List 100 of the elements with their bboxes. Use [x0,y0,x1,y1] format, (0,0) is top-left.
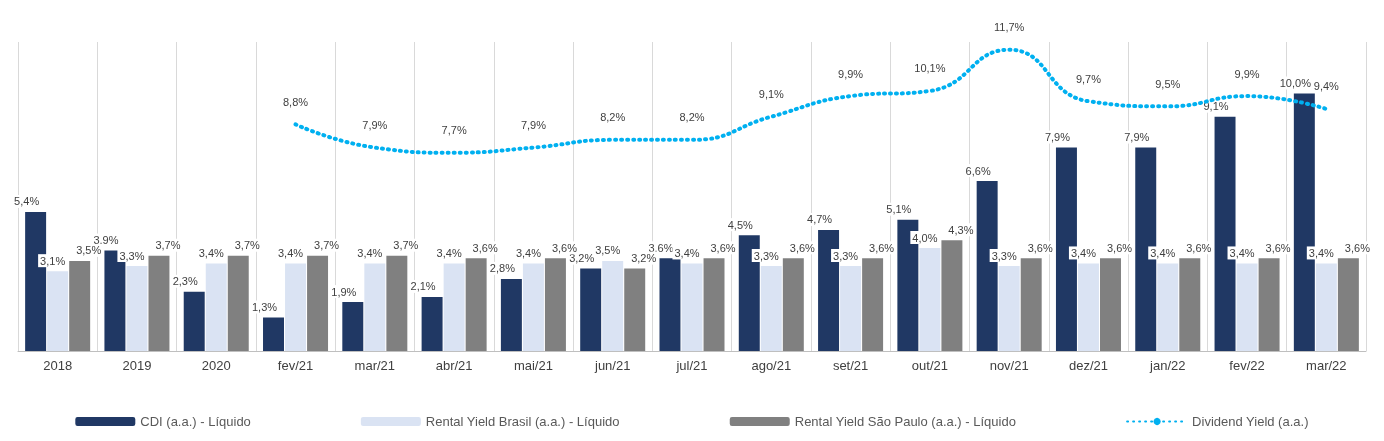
data-label: 3,4% [198,246,224,259]
x-tick-label: fev/22 [1229,358,1265,373]
bar [500,278,522,351]
data-label: 8,8% [282,95,309,108]
data-label: 11,7% [993,21,1025,34]
bar [998,266,1020,351]
legend-label: Dividend Yield (a.a.) [1192,414,1309,429]
bar [1157,263,1179,351]
x-tick-label: 2020 [201,358,231,373]
data-label: 3,6% [1344,241,1371,254]
data-label: 8,2% [679,111,705,124]
bar [307,255,329,351]
data-label: 3,9% [93,234,119,247]
x-tick-label: 2018 [43,358,73,373]
bar [580,268,602,351]
x-tick-label: set/21 [832,358,869,373]
data-label: 3,4% [436,246,462,259]
bar [1315,263,1337,351]
x-tick-label: abr/21 [435,358,473,373]
x-tick-label: jan/22 [1149,358,1186,373]
bar [465,258,487,351]
data-label: 3,4% [1308,246,1335,259]
data-label: 9,5% [1155,77,1181,90]
bar [1100,258,1121,351]
bar [602,260,624,351]
data-label: 3,7% [314,239,340,252]
data-label: 4,3% [948,223,974,236]
data-label: 7,9% [1124,131,1150,144]
bar [1179,258,1201,351]
data-label: 2,1% [410,280,436,293]
data-label: 3,7% [155,239,181,252]
data-label: 3,6% [472,241,498,254]
bar [659,258,681,351]
legend-label: Rental Yield Brasil (a.a.) - Líquido [425,414,620,429]
data-label: 4,5% [727,218,754,231]
x-tick-label: 2019 [122,358,152,373]
data-label: 4,7% [807,213,833,226]
data-label: 7,7% [441,124,467,137]
data-label: 5,1% [886,203,912,216]
data-label: 7,9% [520,119,547,132]
bar [126,266,148,351]
data-label: 4,0% [912,231,938,244]
data-label: 3,6% [1186,241,1212,254]
data-label: 3,4% [674,246,700,259]
x-tick-label: jul/21 [675,358,708,373]
data-label: 3,4% [1229,246,1255,259]
data-label: 3,6% [551,241,578,254]
data-label: 10,1% [914,62,946,75]
data-label: 3,3% [119,249,145,262]
bar [364,263,386,351]
bar [342,302,364,351]
bar [544,258,566,351]
data-label: 3,3% [991,249,1017,262]
bar [1258,258,1280,351]
data-label: 7,9% [1044,131,1071,144]
data-label: 3,4% [1150,246,1176,259]
bar [69,260,91,351]
bar [681,263,703,351]
data-label: 9,9% [838,67,864,80]
data-label: 2,3% [172,275,198,288]
legend-label: Rental Yield São Paulo (a.a.) - Líquido [794,414,1016,429]
data-label: 2,8% [489,262,516,275]
data-label: 3,4% [515,246,542,259]
bar [1077,263,1099,351]
bar [386,255,408,351]
bar [205,263,227,351]
bar [760,266,782,351]
bar [1337,258,1359,351]
data-label: 3,2% [631,252,657,265]
x-tick-label: mai/21 [513,358,553,373]
bar [421,296,443,351]
x-tick-label: mar/22 [1306,358,1347,373]
data-label: 3,4% [357,246,383,259]
x-tick-label: jun/21 [593,358,631,373]
data-label: 3,6% [1027,241,1053,254]
data-label: 3,5% [595,244,621,257]
x-tick-label: mar/21 [354,358,396,373]
x-tick-label: nov/21 [989,358,1029,373]
bar [941,240,963,351]
data-label: 1,9% [331,285,357,298]
data-label: 3,5% [76,244,102,257]
data-label: 3,2% [569,252,595,265]
data-label: 1,3% [251,301,278,314]
data-label: 3,1% [40,254,66,267]
data-label: 9,9% [1234,67,1260,80]
x-tick-label: ago/21 [751,358,792,373]
data-label: 9,7% [1075,72,1102,85]
data-label: 3,6% [1106,241,1133,254]
data-label: 5,4% [14,195,40,208]
data-label: 3,7% [234,239,261,252]
bar [285,263,307,351]
data-label: 9,4% [1313,80,1340,93]
bar [47,271,69,351]
bar [183,291,205,351]
data-label: 8,2% [600,111,626,124]
bar [263,317,284,351]
data-label: 3,6% [710,241,736,254]
data-label: 3,4% [1070,246,1097,259]
data-label: 9,1% [758,88,785,101]
data-label: 3,6% [789,241,816,254]
